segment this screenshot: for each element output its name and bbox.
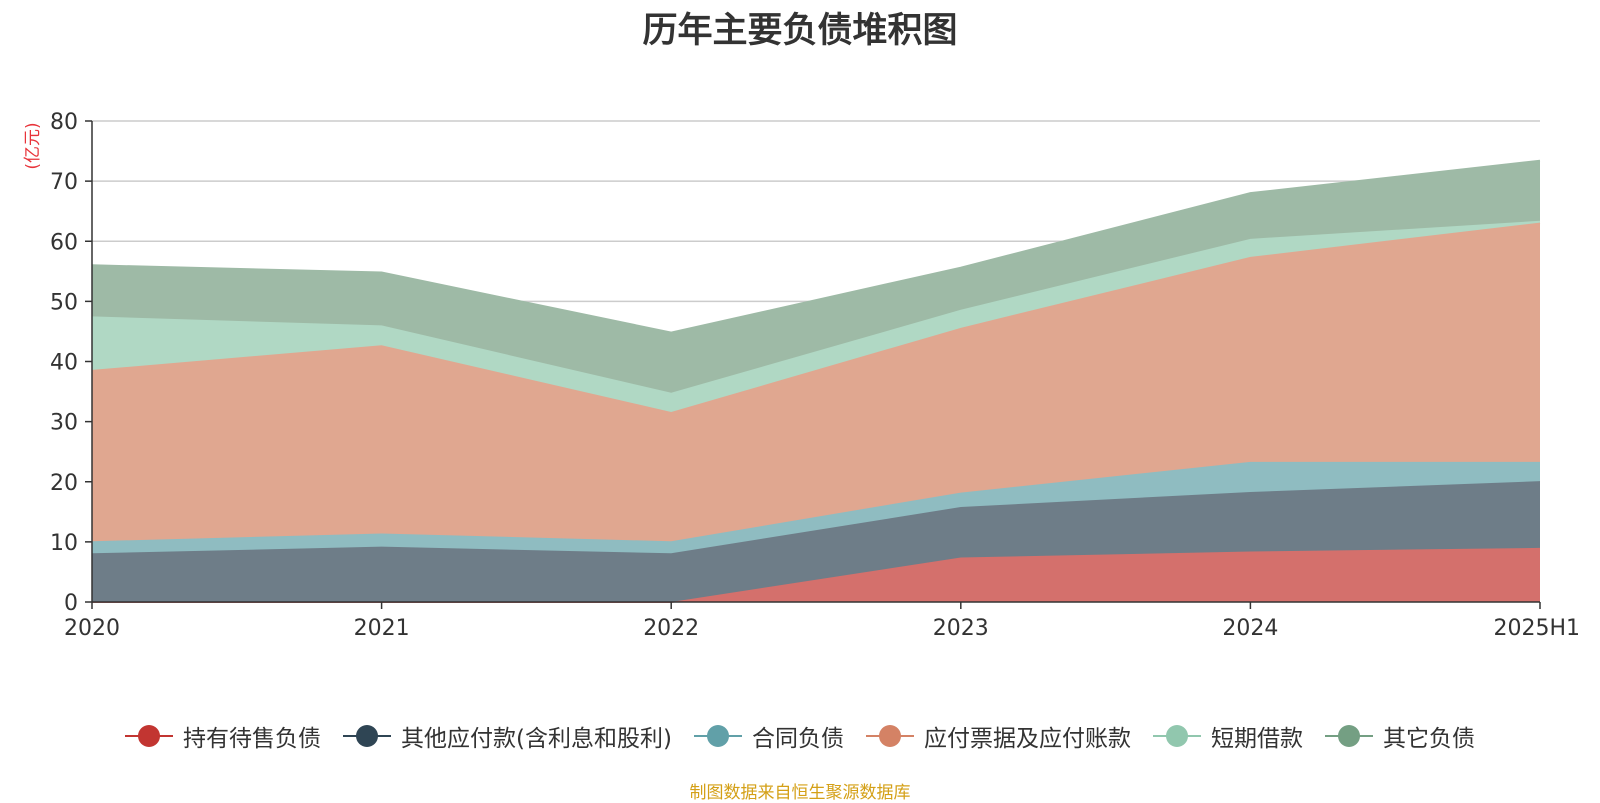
legend-item-3[interactable]: 应付票据及应付账款: [865, 719, 1131, 753]
legend-item-1[interactable]: 其他应付款(含利息和股利): [343, 719, 672, 753]
chart-title: 历年主要负债堆积图: [642, 11, 958, 51]
legend-marker-icon: [343, 724, 392, 748]
legend-label: 持有待售负债: [183, 726, 322, 752]
series-areas: [91, 159, 1541, 603]
legend-item-5[interactable]: 其它负债: [1324, 719, 1475, 753]
legend-marker-icon: [125, 724, 174, 748]
y-tick-label-8: 80: [50, 110, 78, 135]
area-series-2: [92, 461, 1540, 554]
y-tick-label-7: 70: [50, 170, 78, 195]
area-series-2-edge: [91, 460, 1540, 543]
legend-marker-icon: [1152, 724, 1201, 748]
legend-label: 其它负债: [1382, 726, 1475, 752]
x-tick-label-5: 2025H1: [1493, 616, 1580, 641]
y-tick-label-2: 20: [50, 471, 78, 496]
legend-label: 应付票据及应付账款: [923, 726, 1131, 752]
area-series-4: [92, 220, 1540, 413]
area-series-1: [92, 481, 1540, 602]
legend-marker-icon: [693, 724, 742, 748]
legend-item-4[interactable]: 短期借款: [1152, 719, 1303, 753]
y-tick-label-0: 0: [64, 591, 78, 616]
axes: 0 10 20 30 40 50 60 70 80 2020 2021 2022 2023 2024 202…: [50, 110, 1580, 641]
y-tick-label-6: 60: [50, 230, 78, 255]
x-tick-label-0: 2020: [64, 616, 120, 641]
x-tick-label-3: 2023: [933, 616, 989, 641]
area-series-0: [92, 547, 1540, 602]
y-tick-label-4: 40: [50, 351, 78, 376]
y-axis-unit-label: (亿元): [23, 122, 43, 169]
x-tick-label-1: 2021: [354, 616, 410, 641]
legend-item-2[interactable]: 合同负债: [693, 719, 844, 753]
legend-label: 其他应付款(含利息和股利): [401, 726, 672, 752]
legend-label: 短期借款: [1210, 726, 1303, 752]
data-source-note: 制图数据来自恒生聚源数据库: [689, 783, 911, 803]
legend-label: 合同负债: [751, 726, 844, 752]
area-series-5: [92, 160, 1540, 393]
x-tick-label-4: 2024: [1222, 616, 1278, 641]
area-series-5-edge: [91, 159, 1541, 334]
legend-item-0[interactable]: 持有待售负债: [125, 719, 321, 753]
y-tick-label-5: 50: [50, 290, 78, 315]
y-tick-label-3: 30: [50, 411, 78, 436]
area-series-3: [92, 222, 1540, 542]
chart-legend: 持有待售负债 其他应付款(含利息和股利) 合同负债 应付票据及应付账款 短期借款 其它负债: [0, 718, 1600, 754]
x-tick-label-2: 2022: [643, 616, 699, 641]
legend-marker-icon: [865, 724, 914, 748]
y-tick-label-1: 10: [50, 531, 78, 556]
legend-marker-icon: [1324, 724, 1373, 748]
